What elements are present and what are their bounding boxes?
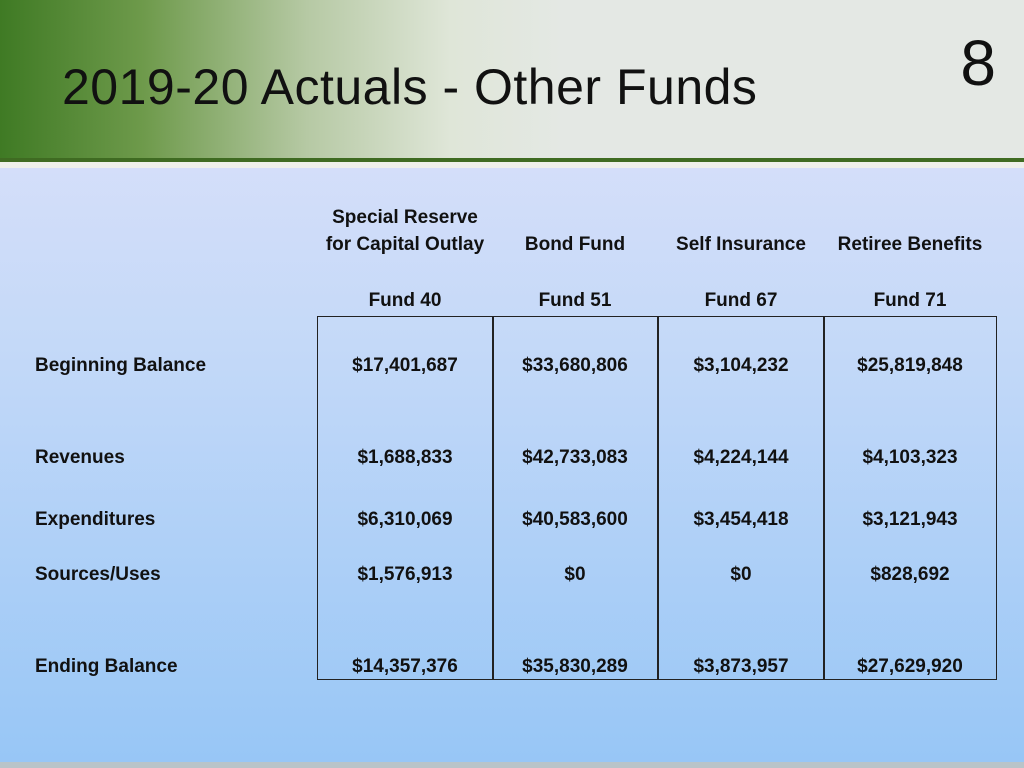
header-divider-light [0,162,1024,168]
column-header-fund-71: Retiree Benefits [837,234,983,255]
page-title: 2019-20 Actuals - Other Funds [62,59,758,115]
page-number: 8 [960,27,996,99]
column-header-fund-67: Self Insurance [676,234,806,255]
table-cell: $17,401,687 [352,355,458,376]
table-cell: $828,692 [870,564,950,585]
table-cell: $42,733,083 [522,447,628,468]
table-cell: $3,873,957 [693,656,789,677]
table-column-divider [657,316,659,680]
row-label-revenues: Revenues [35,447,125,468]
table-cell: $35,830,289 [522,656,628,677]
footer-rule [0,762,1024,768]
table-cell: $4,224,144 [693,447,789,468]
table-cell: $0 [564,564,586,585]
table-column-divider [492,316,494,680]
fund-label-40: Fund 40 [368,290,442,311]
table-cell: $1,688,833 [357,447,453,468]
table-cell: $33,680,806 [522,355,628,376]
column-header-line1: Special Reserve [332,207,478,228]
table-cell: $4,103,323 [862,447,958,468]
row-label-sources-uses: Sources/Uses [35,564,161,585]
table-cell: $25,819,848 [857,355,963,376]
row-label-beginning-balance: Beginning Balance [35,355,207,376]
table-cell: $1,576,913 [357,564,453,585]
slide-header-band [0,0,1024,158]
fund-label-71: Fund 71 [873,290,947,311]
header-divider [0,158,1024,162]
fund-label-67: Fund 67 [704,290,778,311]
table-cell: $6,310,069 [357,509,453,530]
table-cell: $0 [730,564,752,585]
row-label-expenditures: Expenditures [35,509,156,530]
table-cell: $27,629,920 [857,656,963,677]
column-header-fund-40: Special Reserve for Capital Outlay [321,204,489,258]
row-label-ending-balance: Ending Balance [35,656,178,677]
table-cell: $3,454,418 [693,509,789,530]
column-header-fund-51: Bond Fund [524,234,626,255]
table-cell: $40,583,600 [522,509,628,530]
fund-label-51: Fund 51 [538,290,612,311]
table-cell: $14,357,376 [352,656,458,677]
table-cell: $3,121,943 [862,509,958,530]
table-column-divider [823,316,825,680]
table-cell: $3,104,232 [693,355,789,376]
column-header-line2: for Capital Outlay [325,234,485,255]
